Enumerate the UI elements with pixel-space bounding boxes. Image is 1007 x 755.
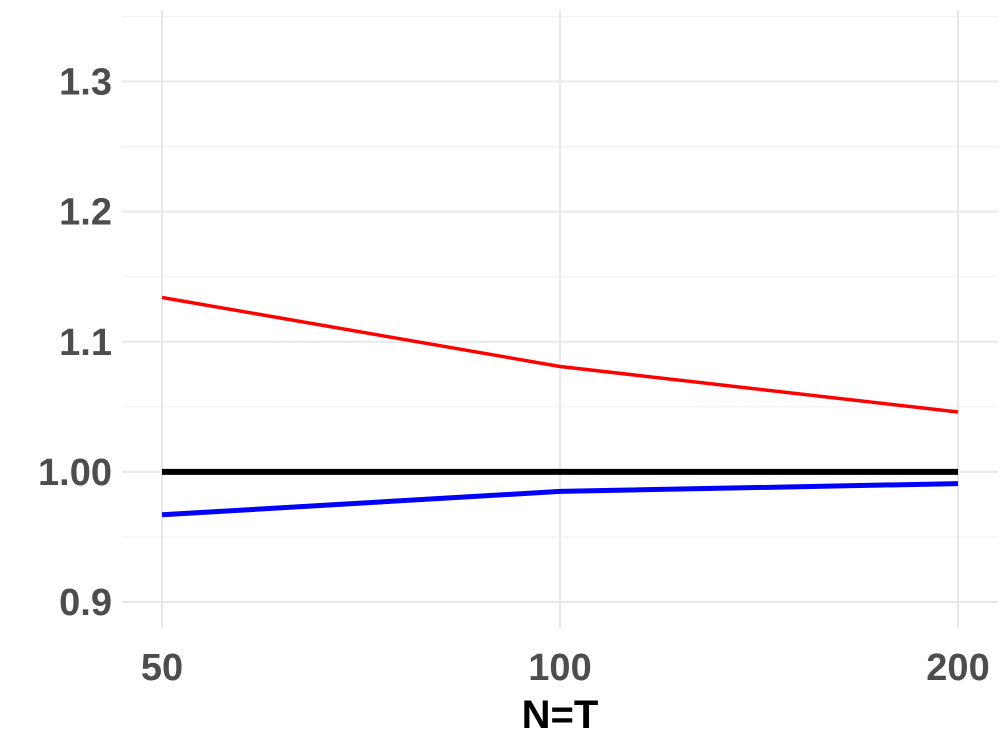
grid-lines (122, 10, 998, 628)
x-tick-label: 50 (141, 647, 183, 689)
x-tick-label: 200 (926, 647, 989, 689)
x-axis-tick-labels: 50 100 200 (141, 647, 990, 689)
x-tick-label: 100 (528, 647, 591, 689)
series-lines (161, 295, 959, 518)
y-tick-label: 1.00 (38, 452, 112, 494)
y-tick-label: 1.1 (59, 322, 112, 364)
y-axis-tick-labels: 0.9 1.00 1.1 1.2 1.3 (38, 62, 112, 624)
series-line-3 (161, 481, 959, 518)
y-tick-label: 1.2 (59, 192, 112, 234)
y-tick-label: 1.3 (59, 62, 112, 104)
series-line-1 (161, 295, 959, 414)
y-tick-label: 0.9 (59, 582, 112, 624)
x-axis-title: N=T (522, 693, 599, 737)
